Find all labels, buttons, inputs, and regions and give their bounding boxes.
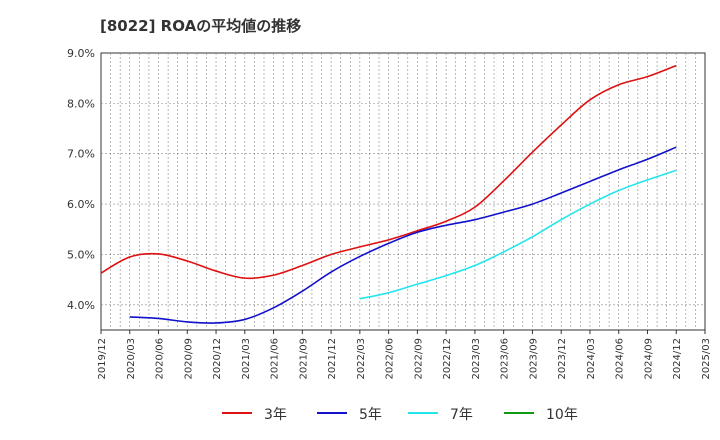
data-point [474, 206, 476, 208]
data-point [675, 64, 677, 66]
x-axis-ticks: 2019/12 2020/03 2020/06 2020/09 2020/12 2021/… [97, 330, 712, 380]
x-tick-label: 2020/09 [183, 338, 194, 380]
data-point [589, 99, 591, 101]
x-tick-label: 2022/06 [385, 338, 396, 380]
data-point [589, 180, 591, 182]
data-point [416, 283, 418, 285]
data-point [618, 169, 620, 171]
data-point [531, 236, 533, 238]
x-tick-label: 2020/03 [126, 338, 137, 380]
series-lines [100, 64, 677, 324]
data-point [387, 292, 389, 294]
data-point [215, 322, 217, 324]
y-axis-ticks: 4.0% 5.0% 6.0% 7.0% 8.0% 9.0% [67, 47, 95, 312]
data-point [531, 203, 533, 205]
data-point [100, 272, 102, 274]
data-point [387, 242, 389, 244]
series-line-2 [129, 146, 677, 324]
data-point [129, 256, 131, 258]
x-tick-label: 2022/12 [442, 338, 453, 380]
series-line-1 [100, 64, 677, 280]
data-point [359, 246, 361, 248]
x-tick-label: 2024/06 [615, 338, 626, 380]
data-point [589, 203, 591, 205]
data-point [502, 180, 504, 182]
data-point [387, 239, 389, 241]
data-point [560, 219, 562, 221]
chart-title: [8022] ROAの平均値の推移 [100, 17, 301, 35]
data-point [675, 169, 677, 171]
x-tick-label: 2020/12 [212, 338, 223, 380]
data-point [129, 316, 131, 318]
grid-lines [101, 53, 705, 330]
data-point [646, 75, 648, 77]
legend-label: 7年 [450, 407, 473, 423]
y-tick-label: 7.0% [67, 148, 95, 161]
data-point [646, 158, 648, 160]
data-point [502, 211, 504, 213]
y-tick-label: 9.0% [67, 47, 95, 60]
data-point [272, 307, 274, 309]
data-point [502, 251, 504, 253]
x-tick-label: 2023/12 [557, 338, 568, 380]
data-point [646, 179, 648, 181]
data-point [618, 189, 620, 191]
data-point [618, 84, 620, 86]
x-tick-label: 2024/09 [643, 338, 654, 380]
data-point [301, 264, 303, 266]
data-point [359, 298, 361, 300]
x-tick-label: 2023/03 [471, 338, 482, 380]
y-tick-label: 5.0% [67, 248, 95, 261]
data-point [445, 224, 447, 226]
data-point [157, 317, 159, 319]
x-tick-label: 2025/03 [701, 338, 712, 380]
x-tick-label: 2023/06 [500, 338, 511, 380]
x-tick-label: 2023/09 [528, 338, 539, 380]
data-point [445, 220, 447, 222]
data-point [359, 255, 361, 257]
y-tick-label: 6.0% [67, 198, 95, 211]
x-tick-label: 2021/09 [298, 338, 309, 380]
data-point [560, 192, 562, 194]
data-point [244, 277, 246, 279]
data-point [416, 231, 418, 233]
data-point [560, 124, 562, 126]
data-point [675, 146, 677, 148]
legend-label: 10年 [546, 407, 578, 423]
series-line-3 [359, 169, 677, 300]
legend: 3年 5年 7年 10年 [222, 407, 578, 423]
data-point [531, 151, 533, 153]
y-tick-label: 8.0% [67, 97, 95, 110]
x-tick-label: 2024/12 [672, 338, 683, 380]
x-tick-label: 2024/03 [586, 338, 597, 380]
data-point [330, 253, 332, 255]
x-tick-label: 2019/12 [97, 338, 108, 380]
data-point [301, 290, 303, 292]
data-point [215, 270, 217, 272]
y-tick-label: 4.0% [67, 299, 95, 312]
x-tick-label: 2020/06 [155, 338, 166, 380]
data-point [474, 264, 476, 266]
data-point [244, 318, 246, 320]
data-point [186, 260, 188, 262]
x-tick-label: 2021/12 [327, 338, 338, 380]
x-tick-label: 2022/09 [413, 338, 424, 380]
plot-area [100, 52, 706, 331]
x-tick-label: 2021/03 [241, 338, 252, 380]
data-point [157, 253, 159, 255]
data-point [272, 274, 274, 276]
data-point [445, 274, 447, 276]
x-tick-label: 2022/03 [356, 338, 367, 380]
data-point [186, 321, 188, 323]
data-point [474, 219, 476, 221]
x-tick-label: 2021/06 [270, 338, 281, 380]
legend-label: 5年 [359, 407, 382, 423]
legend-label: 3年 [264, 407, 287, 423]
data-point [330, 271, 332, 273]
